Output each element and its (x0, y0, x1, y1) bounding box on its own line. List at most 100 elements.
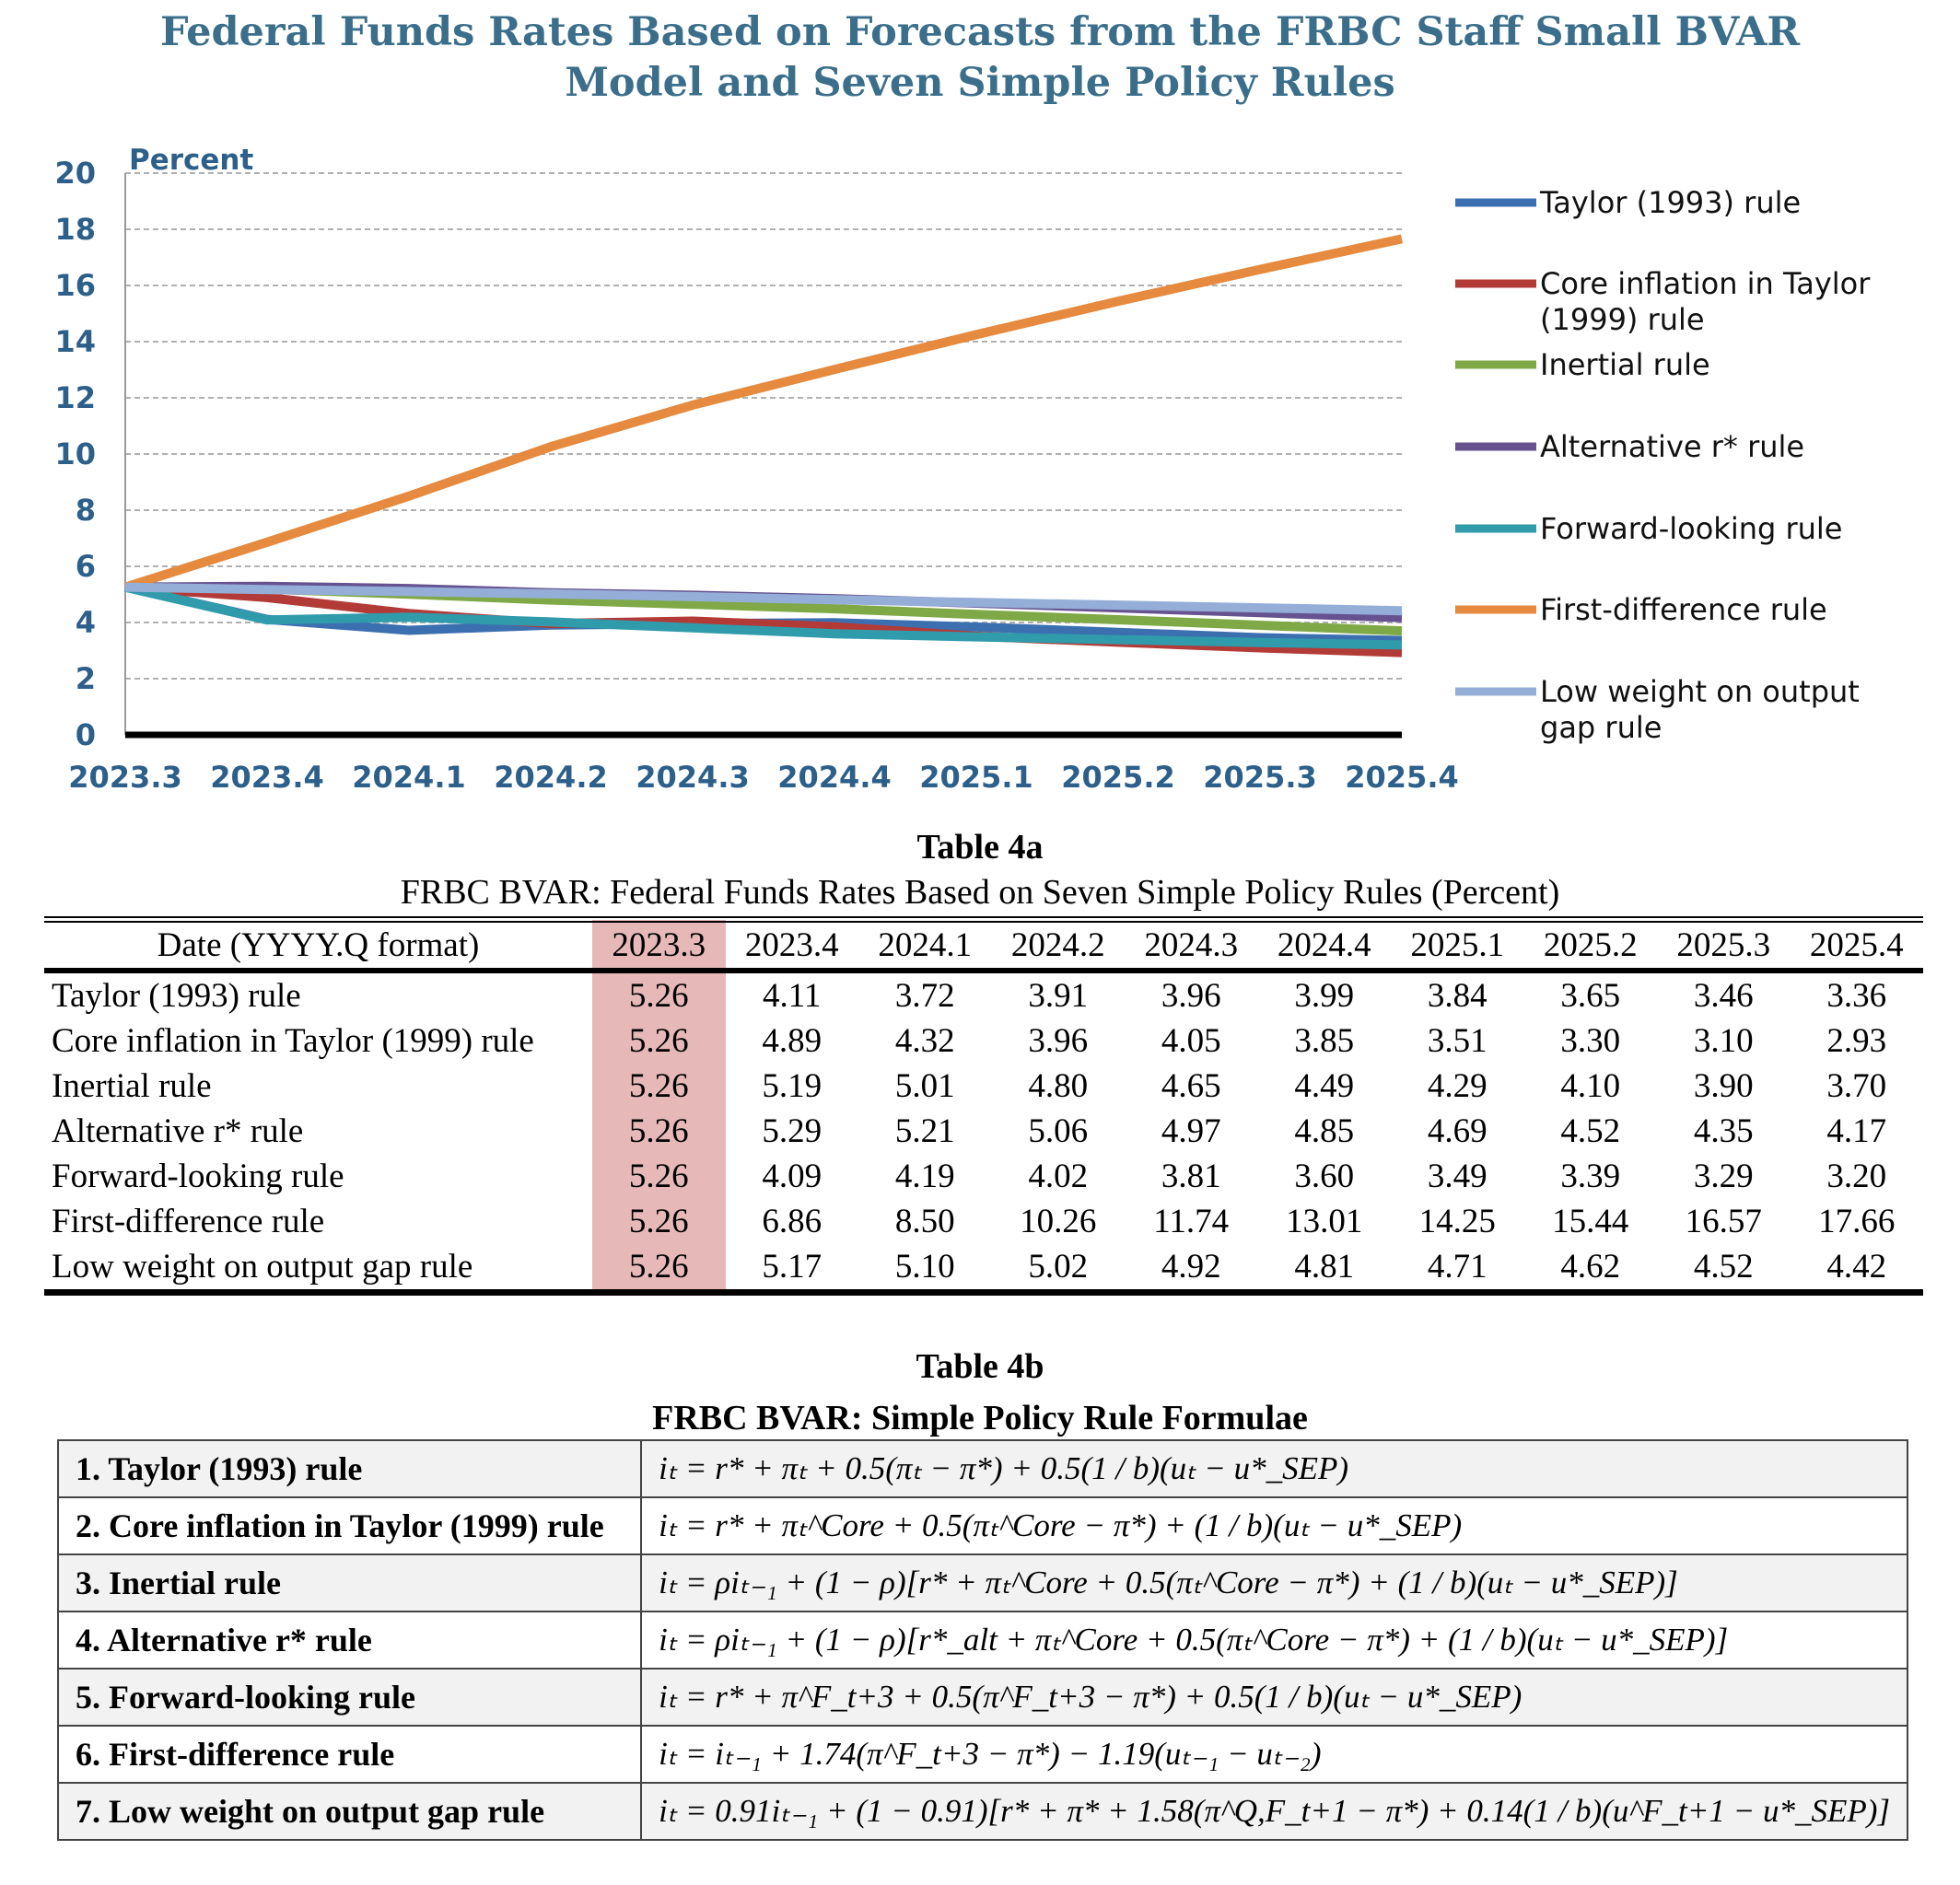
series-line-5 (123, 582, 1403, 650)
table4b-rule-formula: iₜ = r* + πₜ + 0.5(πₜ − π*) + 0.5(1 / b)… (640, 1439, 1908, 1498)
table4a-cell: 14.25 (1418, 1203, 1496, 1240)
table4a-cell: 5.26 (592, 1244, 726, 1293)
table4a-col-header: 2023.3 (592, 919, 726, 971)
table4a-col-header: 2024.3 (1144, 926, 1239, 964)
table4a-cell: 3.72 (894, 977, 955, 1015)
y-tick-label: 2 (76, 661, 96, 696)
table4a-cell: 2.93 (1826, 1022, 1887, 1060)
table4a-cell: 3.96 (1028, 1022, 1089, 1060)
table4a-cell: 5.06 (1028, 1112, 1089, 1150)
table4a-cell: 3.90 (1693, 1067, 1754, 1105)
table4a-cell: 3.96 (1161, 977, 1221, 1015)
table4a-cell: 3.49 (1427, 1158, 1488, 1195)
y-tick-label: 16 (54, 268, 96, 303)
table4a-cell: 15.44 (1552, 1203, 1629, 1240)
table4a-row: Taylor (1993) rule 5.26 4.11 3.72 3.91 3.96 3.… (44, 971, 1923, 1018)
table4a-row-label: Alternative r* rule (52, 1112, 304, 1150)
x-tick-label: 2024.3 (636, 760, 749, 795)
legend-label-2: (1999) rule (1540, 302, 1705, 337)
table4a-body: Taylor (1993) rule 5.26 4.11 3.72 3.91 3.96 3.… (44, 971, 1923, 1293)
y-tick-label: 20 (54, 156, 96, 191)
table4a-title: Table 4a (916, 828, 1044, 867)
table4b-rule-name: 7. Low weight on output gap rule (56, 1782, 643, 1841)
x-tick-label: 2023.4 (210, 760, 323, 795)
table4a-cell: 5.17 (762, 1248, 822, 1286)
y-tick-label: 14 (54, 324, 96, 359)
table4b-rule-name: 6. First-difference rule (56, 1725, 643, 1784)
chart-title: Federal Funds Rates Based on Forecasts f… (0, 7, 1960, 109)
legend-label-7: Low weight on output (1540, 674, 1860, 709)
table4b-row: 3. Inertial rule iₜ = ρiₜ₋₁ + (1 − ρ)[r* … (56, 1553, 1908, 1612)
table4b-rule-formula: iₜ = r* + πₜ^Core + 0.5(πₜ^Core − π*) + … (640, 1496, 1908, 1555)
table4a-cell: 10.26 (1020, 1203, 1097, 1240)
table4b-row: 7. Low weight on output gap rule iₜ = 0.9… (56, 1782, 1908, 1841)
table4a-cell: 11.74 (1153, 1203, 1230, 1240)
table4a-cell: 4.19 (894, 1158, 955, 1195)
table4b-row: 6. First-difference rule iₜ = iₜ₋₁ + 1.74… (56, 1725, 1908, 1784)
table4b-rule-formula: iₜ = r* + π^F_t+3 + 0.5(π^F_t+3 − π*) + … (640, 1668, 1908, 1727)
table4b: 1. Taylor (1993) rule iₜ = r* + πₜ + 0.5(… (56, 1439, 1908, 1841)
table4a-cell: 4.52 (1560, 1112, 1621, 1150)
chart-title-line-1: Federal Funds Rates Based on Forecasts f… (159, 9, 1801, 55)
table4a-cell: 4.52 (1693, 1248, 1754, 1286)
line-chart: 0 2 4 6 8 10 12 14 16 18 20 Percent 2023.3 2023.4 2024… (54, 144, 1871, 795)
table4a-cell: 5.26 (592, 1018, 726, 1064)
table4a-cell: 5.26 (592, 1154, 726, 1199)
table4a-row-label: Forward-looking rule (52, 1158, 344, 1195)
table4a-cell: 4.92 (1161, 1248, 1221, 1286)
table4a-col-header: 2024.1 (878, 926, 973, 964)
table4a-cell: 3.29 (1693, 1158, 1754, 1195)
legend-label-3: Inertial rule (1540, 347, 1710, 382)
chart-title-line-2: Model and Seven Simple Policy Rules (565, 60, 1395, 106)
table4b-rule-name: 1. Taylor (1993) rule (56, 1439, 643, 1498)
table4b-rule-formula: iₜ = ρiₜ₋₁ + (1 − ρ)[r*_alt + πₜ^Core + … (640, 1611, 1908, 1670)
table4a-cell: 5.01 (894, 1067, 955, 1105)
table4b-rule-name: 5. Forward-looking rule (56, 1668, 643, 1727)
table4a-row: Core inflation in Taylor (1999) rule 5.26… (44, 1018, 1923, 1064)
table4b-row: 5. Forward-looking rule iₜ = r* + π^F_t+3… (56, 1668, 1908, 1727)
table4a-cell: 3.39 (1560, 1158, 1621, 1195)
table4a-cell: 5.10 (894, 1248, 955, 1286)
table4a-col-header: 2025.4 (1809, 926, 1904, 964)
table4a-cell: 16.57 (1685, 1203, 1762, 1240)
legend-label-1: Taylor (1993) rule (1539, 185, 1801, 220)
table4a-cell: 4.49 (1294, 1067, 1355, 1105)
table4a-subtitle: FRBC BVAR: Federal Funds Rates Based on … (400, 873, 1560, 912)
table4a-cell: 3.20 (1826, 1158, 1887, 1195)
series-line-6 (123, 234, 1404, 592)
table4a-cell: 4.02 (1028, 1158, 1089, 1195)
table4a-cell: 13.01 (1286, 1203, 1363, 1240)
x-tick-label: 2024.4 (777, 760, 891, 795)
table4a-row-label: Inertial rule (52, 1067, 212, 1105)
table4b-title: Table 4b (916, 1347, 1044, 1386)
table4a-cell: 4.42 (1826, 1248, 1887, 1286)
table4a-cell: 3.60 (1294, 1158, 1355, 1195)
table4b-row: 2. Core inflation in Taylor (1999) rule i… (56, 1496, 1908, 1555)
y-tick-label: 12 (54, 380, 96, 415)
table4a-cell: 4.62 (1560, 1248, 1621, 1286)
table4a-cell: 3.30 (1560, 1022, 1621, 1060)
y-tick-label: 0 (76, 717, 96, 752)
table4a-row: Alternative r* rule 5.26 5.29 5.21 5.06 4.97 4… (44, 1109, 1923, 1154)
table4a-cell: 4.09 (762, 1158, 822, 1195)
y-tick-label: 8 (76, 493, 96, 528)
legend: Taylor (1993) rule Core inflation in Tayl… (1455, 185, 1871, 745)
x-tick-label: 2025.2 (1061, 760, 1174, 795)
table4a-row-label: Core inflation in Taylor (1999) rule (52, 1022, 534, 1060)
axes: 0 2 4 6 8 10 12 14 16 18 20 Percent 2023.3 2023.4 2024… (54, 144, 1458, 795)
legend-label-4: Alternative r* rule (1540, 429, 1804, 464)
table4a-header-row: Date (YYYY.Q format) 2023.3 2023.4 2024.1 2… (44, 919, 1923, 971)
table4a-cell: 4.10 (1560, 1067, 1621, 1105)
y-tick-label: 6 (76, 549, 96, 584)
table4a-cell: 4.05 (1161, 1022, 1221, 1060)
table4a-row: Low weight on output gap rule 5.26 5.17 5.1… (44, 1244, 1923, 1293)
table4b-rule-formula: iₜ = ρiₜ₋₁ + (1 − ρ)[r* + πₜ^Core + 0.5(… (640, 1553, 1908, 1612)
table4a-cell: 3.10 (1693, 1022, 1754, 1060)
table4a-cell: 4.35 (1693, 1112, 1754, 1150)
x-tick-label: 2025.3 (1203, 760, 1316, 795)
table4a-cell: 5.26 (592, 971, 726, 1018)
table4a-cell: 4.17 (1826, 1112, 1887, 1150)
x-tick-label: 2023.3 (68, 760, 181, 795)
table4a-cell: 5.02 (1028, 1248, 1089, 1286)
legend-label-7: gap rule (1540, 710, 1662, 745)
